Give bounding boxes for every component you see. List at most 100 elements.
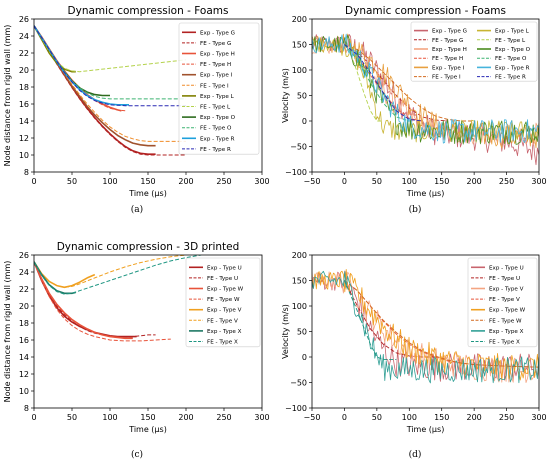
legend-entry-a-5: FE - Type I <box>200 83 229 89</box>
legend-entry-c-0: Exp - Type U <box>207 265 242 271</box>
y-axis-label-d: Velocity (m/s) <box>281 304 290 359</box>
series-line-a-1 <box>34 25 186 156</box>
legend-a: Exp - Type G FE - Type G Exp - Type H FE - … <box>178 22 260 155</box>
legend-entry-c-6: Exp - Type X <box>207 329 242 335</box>
x-tick-label-c-3: 150 <box>140 413 155 422</box>
x-tick-label-d-0: −50 <box>304 413 321 422</box>
legend-entry-c-7: FE - Type X <box>207 340 238 346</box>
x-tick-label-a-3: 150 <box>140 177 155 186</box>
x-tick-label-c-6: 300 <box>254 413 269 422</box>
legend-entry-c-4: Exp - Type V <box>207 308 242 314</box>
legend-entry-b-11: FE - Type R <box>495 75 526 81</box>
plot-area-a <box>34 25 187 156</box>
legend-entry-a-9: FE - Type O <box>200 126 232 132</box>
legend-entry-b-8: Exp - Type O <box>495 47 531 53</box>
series-line-b-5 <box>344 44 475 122</box>
y-tick-label-a-6: 20 <box>19 66 29 75</box>
x-tick-label-d-6: 250 <box>499 413 514 422</box>
legend-entry-b-1: FE - Type G <box>432 38 463 44</box>
y-tick-label-b-6: 200 <box>292 15 307 24</box>
series-line-b-0 <box>312 34 539 166</box>
series-line-b-4 <box>312 33 539 149</box>
x-tick-label-d-2: 50 <box>372 413 382 422</box>
y-tick-label-a-7: 22 <box>19 49 29 58</box>
x-tick-label-b-5: 200 <box>467 177 482 186</box>
legend-entry-a-7: FE - Type L <box>200 105 231 111</box>
y-tick-label-b-1: −50 <box>290 143 307 152</box>
series-line-c-2 <box>34 261 133 340</box>
x-tick-label-b-0: −50 <box>304 177 321 186</box>
x-tick-label-c-5: 250 <box>216 413 231 422</box>
series-line-a-3 <box>34 25 126 112</box>
y-tick-label-c-5: 18 <box>19 319 29 328</box>
legend-c: Exp - Type U FE - Type U Exp - Type W FE - … <box>185 257 261 348</box>
x-tick-label-b-1: 0 <box>342 177 347 186</box>
plot-area-c <box>34 255 202 342</box>
legend-entry-a-3: FE - Type H <box>200 62 231 68</box>
x-axis-label-b: Time (μs) <box>406 189 445 198</box>
legend-d: Exp - Type U FE - Type U Exp - Type V FE - … <box>467 257 538 348</box>
series-line-d-4 <box>312 268 539 381</box>
chart-title-c: Dynamic compression - 3D printed <box>57 241 240 253</box>
legend-entry-c-1: FE - Type U <box>207 276 238 282</box>
legend-entry-a-11: FE - Type R <box>200 147 231 153</box>
legend-entry-a-0: Exp - Type G <box>200 30 235 36</box>
x-tick-label-d-7: 300 <box>531 413 546 422</box>
series-line-c-0 <box>34 261 137 338</box>
y-tick-label-a-2: 12 <box>19 134 29 143</box>
panel-d: −50 0 50 100 150 200 250 300−100−50050100150200… <box>281 251 547 434</box>
y-tick-label-a-9: 26 <box>19 15 29 24</box>
y-tick-label-c-8: 24 <box>19 268 29 277</box>
legend-entry-c-2: Exp - Type W <box>207 287 244 293</box>
legend-entry-b-6: Exp - Type L <box>495 29 530 35</box>
series-line-b-11 <box>344 44 423 122</box>
x-tick-label-b-2: 50 <box>372 177 382 186</box>
x-tick-label-c-2: 100 <box>102 413 117 422</box>
chart-title-a: Dynamic compression - Foams <box>68 5 229 17</box>
y-tick-label-c-0: 8 <box>24 404 29 413</box>
x-tick-label-b-7: 300 <box>531 177 546 186</box>
x-tick-label-a-2: 100 <box>102 177 117 186</box>
legend-entry-d-7: FE - Type X <box>489 340 520 346</box>
x-tick-label-d-5: 200 <box>467 413 482 422</box>
legend-entry-a-6: Exp - Type L <box>200 94 235 100</box>
legend-entry-d-5: FE - Type W <box>489 318 522 324</box>
legend-box-c <box>185 257 261 348</box>
y-tick-label-c-2: 12 <box>19 370 29 379</box>
x-tick-label-b-3: 100 <box>402 177 417 186</box>
legend-box-a <box>178 22 260 155</box>
legend-entry-b-9: FE - Type O <box>495 56 527 62</box>
series-line-a-9 <box>34 25 186 100</box>
y-tick-label-d-3: 50 <box>297 328 307 337</box>
legend-entry-a-10: Exp - Type R <box>200 136 235 142</box>
series-line-a-4 <box>34 25 156 147</box>
x-tick-label-a-4: 200 <box>178 177 193 186</box>
x-tick-label-a-5: 250 <box>216 177 231 186</box>
x-tick-label-a-0: 0 <box>31 177 36 186</box>
legend-entry-a-4: Exp - Type I <box>200 73 233 79</box>
series-line-c-3 <box>34 261 171 342</box>
y-axis-label-c: Node distance from rigid wall (mm) <box>3 261 12 403</box>
y-tick-label-a-5: 18 <box>19 83 29 92</box>
plot-area-d <box>312 268 539 384</box>
y-tick-label-a-0: 8 <box>24 168 29 177</box>
legend-entry-d-6: Exp - Type X <box>489 329 524 335</box>
legend-entry-b-2: Exp - Type H <box>432 47 467 53</box>
y-axis-label-b: Velocity (m/s) <box>281 68 290 123</box>
legend-b: Exp - Type G FE - Type G Exp - Type H FE - … <box>410 21 538 82</box>
panel-label-c: (c) <box>131 449 143 460</box>
y-tick-label-b-5: 150 <box>292 41 307 50</box>
y-tick-label-c-9: 26 <box>19 251 29 260</box>
legend-box-d <box>467 257 538 348</box>
legend-entry-c-5: FE - Type V <box>207 318 238 324</box>
legend-entry-d-2: Exp - Type V <box>489 287 524 293</box>
y-tick-label-c-1: 10 <box>19 387 29 396</box>
x-axis-label-a: Time (μs) <box>128 189 167 198</box>
series-line-c-7 <box>34 255 202 295</box>
panel-label-d: (d) <box>409 449 422 460</box>
y-tick-label-c-7: 22 <box>19 285 29 294</box>
y-tick-label-a-1: 10 <box>19 151 29 160</box>
legend-box-b <box>410 21 538 82</box>
y-tick-label-d-5: 150 <box>292 277 307 286</box>
x-tick-label-c-4: 200 <box>178 413 193 422</box>
